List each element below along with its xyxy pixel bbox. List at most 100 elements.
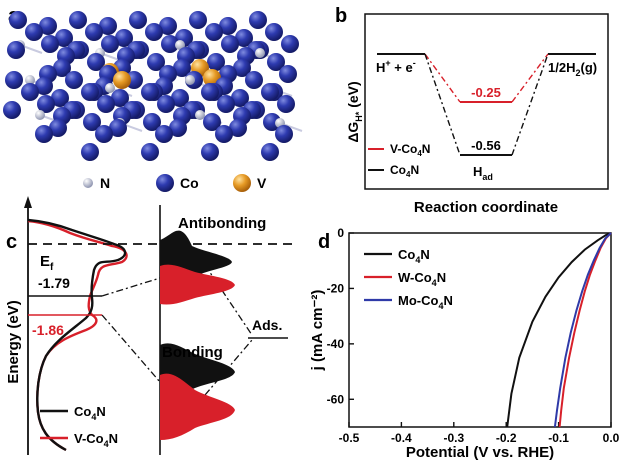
bonding-lobe-v-co4n	[160, 373, 235, 440]
co-atom	[3, 101, 21, 119]
co-atom	[141, 143, 159, 161]
co-atom	[37, 95, 55, 113]
co-atom	[261, 143, 279, 161]
co-atom	[171, 89, 189, 107]
co-atom	[277, 95, 295, 113]
co-atom	[81, 143, 99, 161]
x-tick-label: 0.0	[603, 431, 620, 445]
n-atom	[175, 40, 185, 50]
co-atom	[49, 119, 67, 137]
red-connector-left	[424, 53, 461, 103]
initial-state-label: H+ + e-	[376, 58, 416, 75]
dos-co4n-curve	[27, 218, 127, 452]
legend-label-co4n: Co4N	[398, 247, 430, 265]
co-atom	[99, 17, 117, 35]
red-connector-right	[511, 53, 549, 103]
co-atom	[207, 53, 225, 71]
crystal-atoms	[3, 11, 299, 161]
co-atom	[35, 125, 53, 143]
d-band-value-co4n: -1.79	[38, 275, 70, 291]
v-legend-label: V	[257, 175, 267, 191]
x-tick-label: -0.4	[391, 431, 412, 445]
co-atom	[7, 41, 25, 59]
v-atom	[113, 71, 131, 89]
co-atom	[245, 71, 263, 89]
y-tick-label: -20	[327, 281, 345, 295]
adsorbed-state-label: Had	[473, 164, 493, 182]
co-atom	[41, 35, 59, 53]
panel-d: d -0.5 -0.4 -0.3 -0.2 -0.1 0.0 0 -20 -40 -60 Pote…	[309, 226, 620, 461]
n-legend-swatch	[83, 178, 93, 188]
black-connector-left	[424, 53, 461, 156]
co-atom	[53, 59, 71, 77]
d-band-value-v-co4n: -1.86	[32, 322, 64, 338]
co-atom	[97, 95, 115, 113]
legend-label-co4n: Co4N	[390, 163, 419, 179]
polarization-plot-frame	[348, 232, 612, 428]
co-legend-swatch	[156, 174, 174, 192]
final-state-label: 1/2H2(g)	[548, 60, 597, 78]
co-atom	[83, 113, 101, 131]
dos-legend-label-co4n: Co4N	[74, 404, 106, 422]
co-atom	[21, 83, 39, 101]
y-tick-label: -40	[327, 337, 345, 351]
n-atom	[25, 75, 35, 85]
co-atom	[69, 11, 87, 29]
co-atom	[267, 53, 285, 71]
co-atom	[147, 53, 165, 71]
co-atom	[249, 11, 267, 29]
co-atom	[173, 59, 191, 77]
legend-label-w-co4n: W-Co4N	[398, 270, 446, 288]
antibonding-lobe-v-co4n	[160, 264, 235, 305]
co-legend-label: Co	[180, 175, 199, 191]
panel-c-letter: c	[6, 231, 17, 253]
free-energy-ylabel: ΔGH* (eV)	[345, 81, 364, 142]
polarization-series	[506, 232, 612, 428]
co-atom	[9, 11, 27, 29]
co-atom	[229, 119, 247, 137]
co-atom	[143, 113, 161, 131]
co-atom	[161, 35, 179, 53]
co-atom	[279, 65, 297, 83]
co-atom	[215, 125, 233, 143]
co-atom	[217, 95, 235, 113]
co-atom	[281, 35, 299, 53]
legend-label-mo-co4n: Mo-Co4N	[398, 293, 453, 311]
co-atom	[39, 17, 57, 35]
co-atom	[35, 77, 53, 95]
panel-d-letter: d	[318, 231, 330, 253]
co-atom	[25, 23, 43, 41]
co-atom	[219, 17, 237, 35]
n-atom	[105, 83, 115, 93]
co-atom	[65, 71, 83, 89]
guide-lower	[101, 314, 161, 383]
panel-a: a N Co V	[3, 5, 303, 192]
co-atom	[205, 23, 223, 41]
free-energy-legend: V-Co4N Co4N	[368, 142, 430, 179]
bonding-label: Bonding	[162, 344, 223, 361]
co-atom	[115, 29, 133, 47]
y-tick-label: 0	[337, 226, 344, 240]
polarization-axes: -0.5 -0.4 -0.3 -0.2 -0.1 0.0 0 -20 -40 -60	[327, 226, 620, 445]
co-atom	[159, 17, 177, 35]
panel-c: c Energy (eV) Ef -1.79 -1.86 Antibonding…	[5, 196, 298, 455]
structure-legend: N Co V	[83, 174, 267, 192]
x-tick-label: -0.1	[548, 431, 569, 445]
antibonding-label: Antibonding	[178, 215, 266, 232]
co-atom	[189, 11, 207, 29]
co-atom	[81, 83, 99, 101]
x-tick-label: -0.3	[443, 431, 464, 445]
co-atom	[155, 125, 173, 143]
panel-b: b ΔGH* (eV) Reaction coordinate H+ + e- …	[335, 5, 609, 216]
n-atom	[185, 75, 195, 85]
co-atom	[201, 83, 219, 101]
series-line-co4n	[506, 232, 612, 428]
legend-label-v-co4n: V-Co4N	[390, 142, 430, 158]
n-atom	[195, 110, 205, 120]
co-atom	[221, 35, 239, 53]
x-tick-label: -0.2	[496, 431, 517, 445]
co-atom	[55, 29, 73, 47]
x-tick-label: -0.5	[339, 431, 360, 445]
co-atom	[85, 23, 103, 41]
fermi-level-label: Ef	[40, 253, 54, 273]
